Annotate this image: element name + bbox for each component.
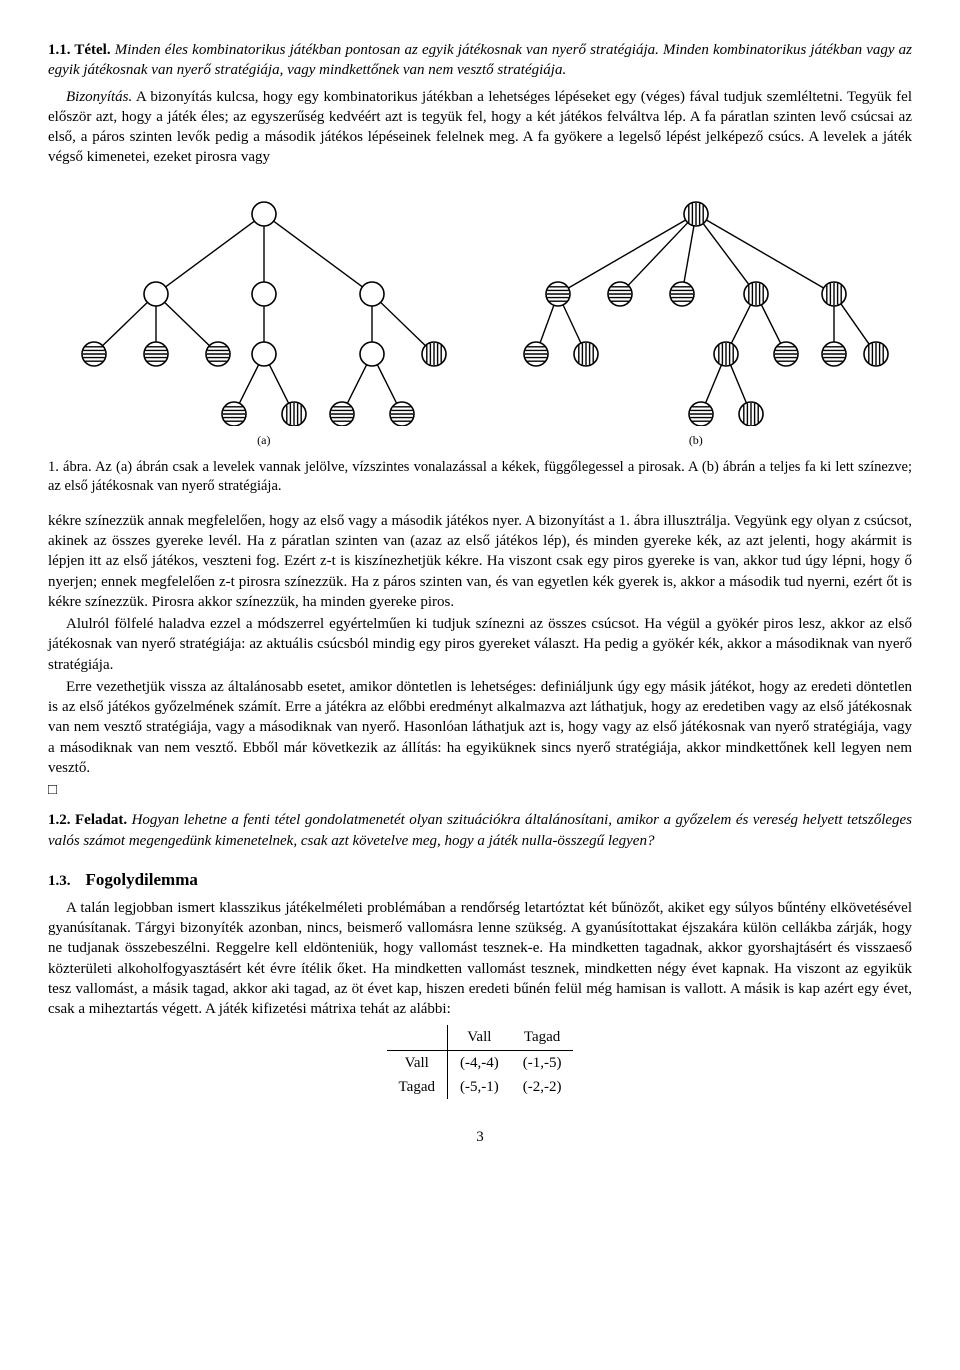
- afterfig-para-1: Alulról fölfelé haladva ezzel a módszerr…: [48, 614, 912, 675]
- proof-text-0: A bizonyítás kulcsa, hogy egy kombinator…: [48, 89, 912, 166]
- section-head: 1.3. Fogolydilemma: [48, 869, 912, 892]
- proof-label: Bizonyítás.: [66, 89, 132, 105]
- figure-1: [48, 186, 912, 426]
- section-label: 1.3.: [48, 873, 71, 889]
- section-para-0: A talán legjobban ismert klasszikus játé…: [48, 898, 912, 1020]
- payoff-cell-0-1: (-1,-5): [511, 1050, 574, 1075]
- payoff-rowhdr-0: Vall: [387, 1050, 448, 1075]
- qed-mark: □: [48, 780, 912, 800]
- feladat-label: 1.2. Feladat.: [48, 812, 127, 828]
- figure-caption: 1. ábra. Az (a) ábrán csak a levelek van…: [48, 458, 912, 497]
- tree-a-svg: [64, 186, 464, 426]
- payoff-cell-1-0: (-5,-1): [447, 1075, 510, 1099]
- afterfig-para-2: Erre vezethetjük vissza az általánosabb …: [48, 677, 912, 778]
- payoff-row-1: Tagad (-5,-1) (-2,-2): [387, 1075, 574, 1099]
- payoff-rowhdr-1: Tagad: [387, 1075, 448, 1099]
- figure-label-a: (a): [257, 432, 270, 448]
- payoff-col-1: Tagad: [511, 1025, 574, 1050]
- figure-caption-text: Az (a) ábrán csak a levelek vannak jelöl…: [48, 459, 912, 495]
- figure-label-b: (b): [689, 432, 703, 448]
- proof-para-0: Bizonyítás. A bizonyítás kulcsa, hogy eg…: [48, 87, 912, 168]
- figure-sublabels: (a) (b): [48, 432, 912, 448]
- theorem-statement: Minden éles kombinatorikus játékban pont…: [48, 42, 912, 78]
- theorem-label: 1.1. Tétel.: [48, 42, 111, 58]
- page-number: 3: [48, 1127, 912, 1147]
- payoff-header-row: Vall Tagad: [387, 1025, 574, 1050]
- payoff-cell-1-1: (-2,-2): [511, 1075, 574, 1099]
- payoff-table: Vall Tagad Vall (-4,-4) (-1,-5) Tagad (-…: [387, 1025, 574, 1099]
- payoff-cell-0-0: (-4,-4): [447, 1050, 510, 1075]
- payoff-row-0: Vall (-4,-4) (-1,-5): [387, 1050, 574, 1075]
- section-title: Fogolydilemma: [86, 870, 198, 889]
- afterfig-para-0: kékre színezzük annak megfelelően, hogy …: [48, 511, 912, 612]
- feladat-para: 1.2. Feladat. Hogyan lehetne a fenti tét…: [48, 810, 912, 851]
- payoff-col-0: Vall: [447, 1025, 510, 1050]
- feladat-text: Hogyan lehetne a fenti tétel gondolatmen…: [48, 812, 912, 848]
- tree-b-svg: [496, 186, 896, 426]
- figure-caption-lead: 1. ábra.: [48, 459, 92, 475]
- theorem-para: 1.1. Tétel. Minden éles kombinatorikus j…: [48, 40, 912, 81]
